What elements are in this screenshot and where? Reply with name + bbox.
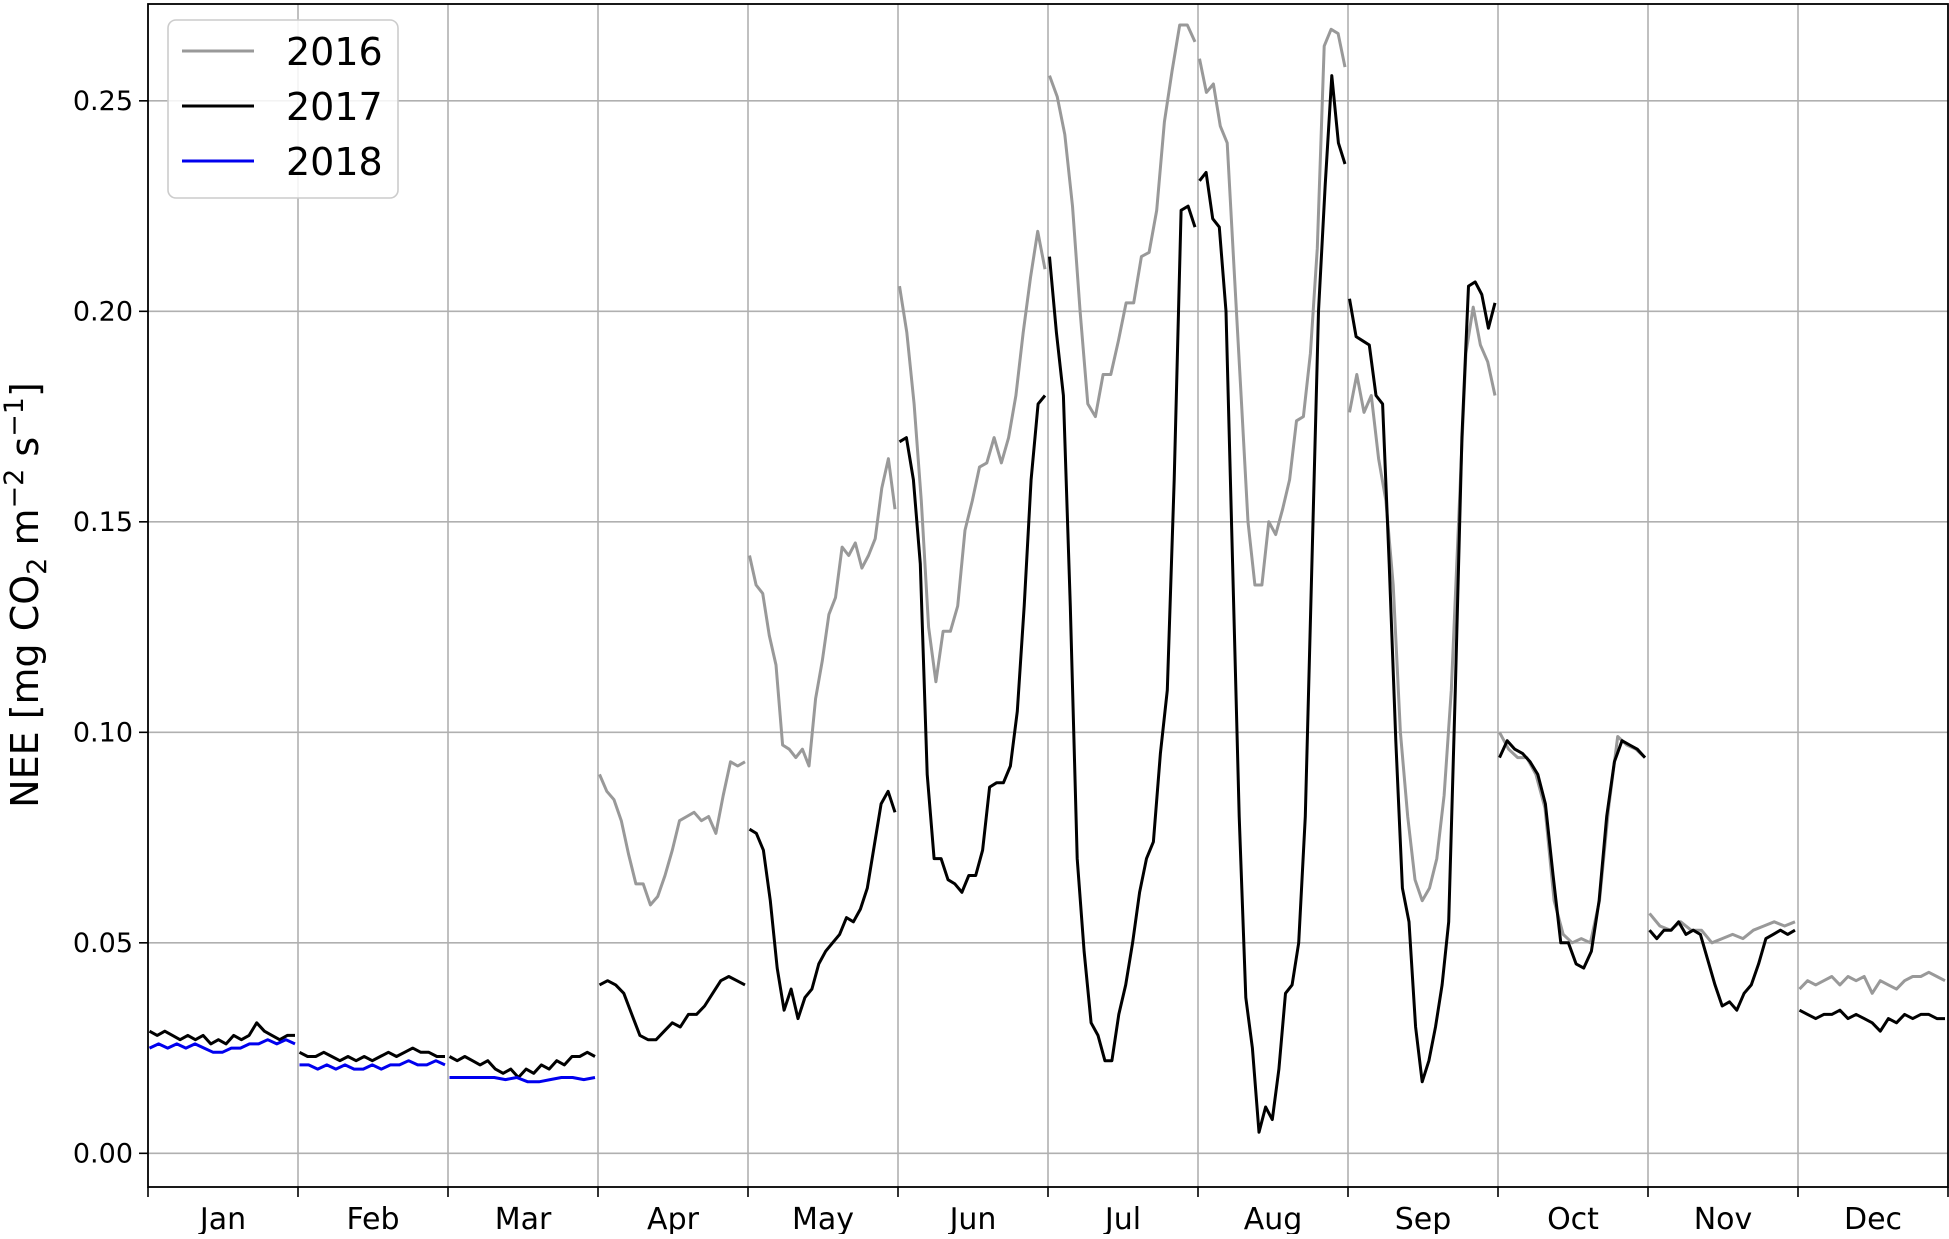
month-label: Jul [1103, 1202, 1141, 1234]
month-label: Mar [495, 1202, 552, 1234]
month-label: Dec [1844, 1202, 1902, 1234]
series-line-2017 [748, 789, 897, 1021]
y-axis-label: NEE [mg CO2 m−2 s−1] [0, 382, 53, 808]
legend-label: 2018 [286, 140, 383, 184]
series-2016 [598, 23, 1946, 995]
series-line-2016 [1198, 27, 1347, 587]
month-label: Nov [1694, 1202, 1753, 1234]
series-line-2017 [448, 1050, 596, 1079]
series-2017 [148, 74, 1945, 1134]
month-label: Jan [198, 1202, 246, 1234]
grid-layer [148, 4, 1948, 1187]
series-line-2017 [148, 1021, 295, 1046]
month-label: Jun [948, 1202, 997, 1234]
plot-frame [147, 3, 1949, 1188]
series-line-2016 [1048, 23, 1197, 419]
series-line-2018 [148, 1038, 296, 1054]
series-line-2016 [1348, 305, 1497, 903]
series-line-2017 [1348, 280, 1497, 1084]
series-line-2018 [449, 1076, 596, 1084]
y-tick-label: 0.15 [73, 507, 133, 538]
series-line-2017 [1798, 1008, 1945, 1033]
series-line-2016 [598, 760, 746, 907]
series-line-2018 [299, 1059, 446, 1071]
month-label: Sep [1395, 1202, 1452, 1234]
legend: 2016 2017 2018 [167, 19, 399, 199]
series-line-2017 [1498, 739, 1647, 970]
series-line-2016 [898, 229, 1047, 684]
series-layer [148, 23, 1946, 1134]
month-label: Apr [647, 1202, 700, 1234]
series-line-2017 [898, 394, 1047, 894]
series-line-2016 [1798, 970, 1946, 995]
y-tick-label: 0.00 [73, 1138, 133, 1169]
y-tick-label: 0.25 [73, 86, 133, 117]
y-tick-label: 0.10 [73, 717, 133, 748]
month-label: Aug [1244, 1202, 1303, 1234]
series-line-2017 [598, 975, 746, 1042]
series-line-2017 [1198, 74, 1347, 1134]
legend-label: 2016 [286, 30, 383, 74]
legend-label: 2017 [286, 85, 383, 129]
y-tick-label: 0.05 [73, 928, 133, 959]
legend-box [167, 19, 399, 199]
series-line-2017 [1048, 204, 1197, 1063]
label-layer: NEE [mg CO2 m−2 s−1] [0, 382, 53, 808]
y-tick-label: 0.20 [73, 296, 133, 327]
series-2018 [148, 1038, 596, 1084]
series-line-2016 [748, 457, 897, 768]
series-line-2017 [298, 1046, 445, 1063]
series-line-2016 [1498, 731, 1647, 945]
month-label: Oct [1547, 1202, 1599, 1234]
series-line-2017 [1648, 920, 1796, 1012]
month-label: Feb [346, 1202, 399, 1234]
month-label: May [792, 1202, 854, 1234]
axes-layer: 0.00 0.05 0.10 0.15 0.20 0.25 Jan Feb Mar Apr May J… [73, 3, 1949, 1237]
